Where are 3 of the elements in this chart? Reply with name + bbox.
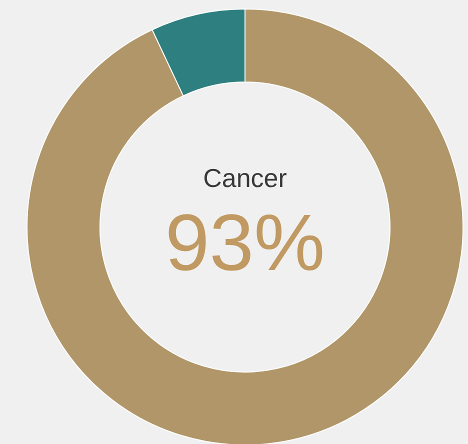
data-label: 93% (164, 198, 326, 287)
donut-slice (26, 8, 464, 444)
text: Cancer (203, 163, 288, 193)
